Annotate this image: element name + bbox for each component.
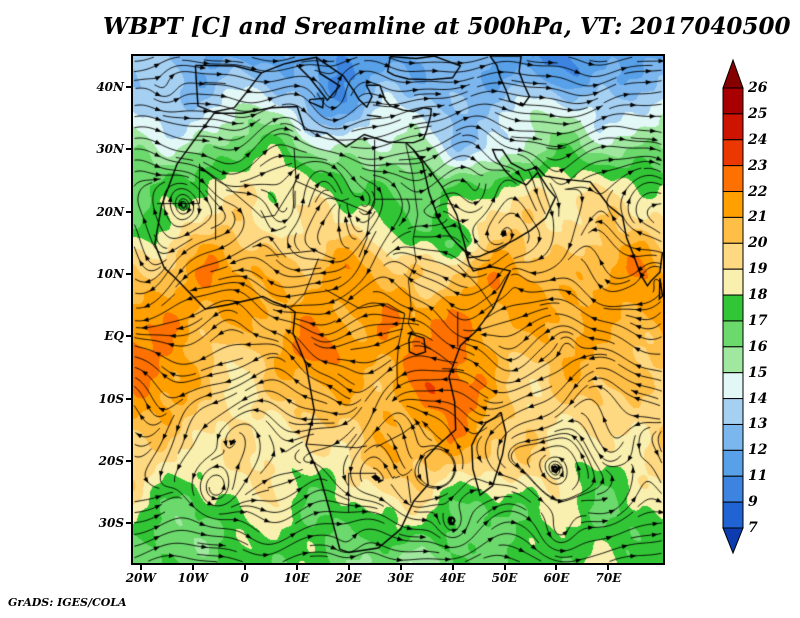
x-tick-mark [607, 565, 610, 570]
colorbar-segment [722, 216, 744, 244]
colorbar-segment [722, 398, 744, 425]
colorbar-tick-label: 20 [748, 235, 768, 252]
x-tick-mark [451, 565, 454, 570]
x-tick-mark [243, 565, 246, 570]
colorbar-segment [722, 268, 744, 296]
x-tick-label: 20W [125, 571, 156, 585]
y-tick-mark [126, 272, 131, 275]
y-tick-mark [126, 522, 131, 525]
y-tick-label: 30S [98, 516, 124, 531]
y-tick-mark [126, 459, 131, 462]
colorbar-tick-label: 11 [748, 468, 768, 485]
y-tick-label: 20N [96, 204, 124, 219]
colorbar-segment [722, 139, 744, 167]
y-tick-label: 30N [96, 142, 124, 157]
colorbar-segment [722, 113, 744, 141]
colorbar-segment [722, 475, 744, 503]
x-tick-label: 10E [283, 571, 310, 585]
colorbar-tick-label: 24 [748, 131, 768, 148]
colorbar-segment [722, 423, 744, 451]
x-tick-mark [503, 565, 506, 570]
map-canvas [133, 56, 663, 563]
x-tick-mark [139, 565, 142, 570]
colorbar-tick-label: 14 [748, 390, 768, 407]
y-tick-mark [126, 148, 131, 151]
plot-title: WBPT [C] and Sreamline at 500hPa, VT: 20… [103, 13, 791, 40]
colorbar-segment [722, 191, 744, 218]
colorbar-segment [722, 320, 744, 348]
colorbar-segment [722, 449, 744, 477]
x-tick-mark [399, 565, 402, 570]
x-tick-mark [347, 565, 350, 570]
x-tick-label: 40E [439, 571, 466, 585]
colorbar-tick-label: 15 [748, 364, 768, 381]
x-tick-mark [295, 565, 298, 570]
credit-text: GrADS: IGES/COLA [8, 596, 127, 609]
y-tick-mark [126, 86, 131, 89]
x-tick-label: 30E [387, 571, 414, 585]
x-tick-label: 0 [240, 571, 249, 585]
map-frame [131, 54, 665, 565]
colorbar-segment [722, 346, 744, 374]
colorbar-segment [722, 501, 744, 529]
colorbar-tick-label: 9 [748, 494, 758, 511]
y-tick-mark [126, 335, 131, 338]
y-tick-mark [126, 397, 131, 400]
colorbar-tick-label: 7 [748, 520, 758, 536]
colorbar-tick-label: 23 [748, 157, 768, 174]
x-tick-label: 20E [335, 571, 362, 585]
colorbar-tick-label: 17 [748, 312, 768, 329]
colorbar-tick-label: 22 [748, 183, 768, 200]
colorbar-arrow-down [722, 527, 744, 555]
colorbar-tick-label: 18 [748, 287, 768, 304]
colorbar-segment [722, 87, 744, 115]
y-tick-label: 20S [98, 453, 124, 468]
colorbar-arrow-up [722, 58, 744, 89]
y-tick-label: 40N [96, 80, 124, 95]
colorbar-segment [722, 165, 744, 193]
y-tick-label: 10N [96, 266, 124, 281]
x-tick-label: 50E [491, 571, 518, 585]
y-tick-mark [126, 210, 131, 213]
colorbar-tick-label: 19 [748, 261, 768, 278]
colorbar-tick-label: 12 [748, 442, 768, 459]
y-tick-label: 10S [98, 391, 124, 406]
colorbar-segment [722, 294, 744, 322]
x-tick-label: 60E [543, 571, 570, 585]
x-tick-label: 10W [177, 571, 208, 585]
x-tick-label: 70E [595, 571, 622, 585]
x-tick-mark [555, 565, 558, 570]
colorbar-tick-label: 26 [748, 80, 768, 96]
y-tick-label: EQ [104, 329, 124, 344]
colorbar-segment [722, 372, 744, 400]
x-tick-mark [191, 565, 194, 570]
colorbar-tick-label: 16 [748, 338, 768, 355]
colorbar-tick-label: 25 [748, 105, 768, 122]
colorbar-segment [722, 242, 744, 270]
colorbar-tick-label: 13 [748, 416, 768, 433]
colorbar-tick-label: 21 [748, 209, 768, 226]
